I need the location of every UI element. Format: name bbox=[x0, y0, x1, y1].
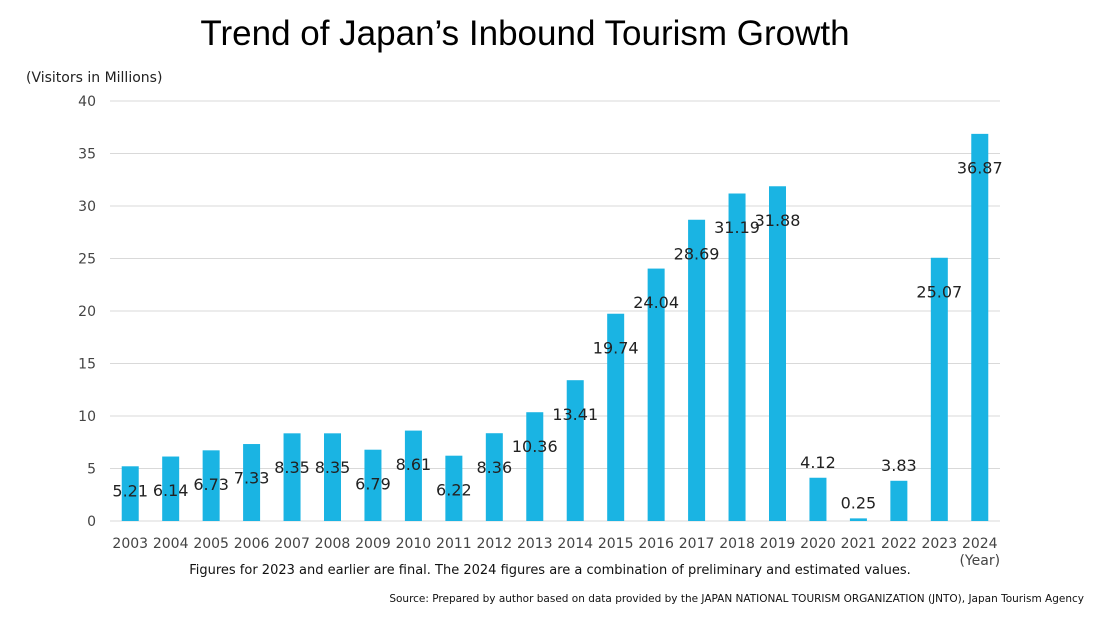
y-tick-label: 40 bbox=[78, 94, 96, 110]
chart-note: Figures for 2023 and earlier are final. … bbox=[189, 563, 911, 578]
bar bbox=[728, 193, 746, 521]
x-tick-label: 2018 bbox=[719, 536, 755, 552]
data-label: 19.74 bbox=[593, 338, 639, 357]
x-tick-label: 2023 bbox=[921, 536, 957, 552]
bar bbox=[324, 433, 341, 521]
data-label: 8.35 bbox=[315, 458, 351, 477]
data-label: 13.41 bbox=[552, 405, 598, 424]
bar bbox=[647, 268, 665, 521]
data-label: 36.87 bbox=[957, 158, 1003, 177]
x-tick-label: 2017 bbox=[679, 536, 715, 552]
data-label: 6.22 bbox=[436, 480, 472, 499]
data-label: 6.79 bbox=[355, 474, 391, 493]
bar bbox=[930, 257, 948, 521]
x-tick-label: 2015 bbox=[598, 536, 634, 552]
x-tick-label: 2004 bbox=[153, 536, 189, 552]
data-label: 28.69 bbox=[674, 244, 720, 263]
chart-source: Source: Prepared by author based on data… bbox=[389, 593, 1084, 605]
data-label: 31.88 bbox=[755, 211, 801, 230]
y-tick-label: 0 bbox=[87, 514, 96, 530]
bar bbox=[364, 449, 382, 521]
y-tick-label: 15 bbox=[78, 357, 96, 373]
bar bbox=[485, 433, 503, 521]
data-label: 3.83 bbox=[881, 456, 917, 475]
bar bbox=[849, 518, 867, 521]
bar bbox=[243, 444, 261, 521]
x-tick-label: 2022 bbox=[881, 536, 917, 552]
bar bbox=[202, 450, 220, 521]
data-label: 0.25 bbox=[841, 494, 877, 513]
bar bbox=[769, 186, 786, 521]
data-label: 8.61 bbox=[396, 455, 432, 474]
bar bbox=[607, 313, 625, 521]
bar bbox=[445, 455, 463, 521]
x-tick-label: 2021 bbox=[841, 536, 877, 552]
x-tick-label: 2012 bbox=[476, 536, 512, 552]
x-tick-label: 2006 bbox=[234, 536, 270, 552]
x-tick-label: 2010 bbox=[396, 536, 432, 552]
bar bbox=[526, 412, 544, 521]
data-label: 5.21 bbox=[112, 481, 148, 500]
x-tick-label: 2009 bbox=[355, 536, 391, 552]
bar bbox=[162, 456, 180, 521]
x-tick-label: 2008 bbox=[315, 536, 351, 552]
data-label: 4.12 bbox=[800, 453, 836, 472]
y-tick-label: 20 bbox=[78, 304, 96, 320]
x-tick-label: 2005 bbox=[193, 536, 229, 552]
data-label: 6.14 bbox=[153, 481, 189, 500]
y-tick-label: 25 bbox=[78, 252, 96, 268]
x-tick-label: 2024 bbox=[962, 536, 998, 552]
x-tick-label: 2016 bbox=[638, 536, 674, 552]
x-tick-label: 2014 bbox=[557, 536, 593, 552]
bar bbox=[121, 466, 139, 521]
data-label: 6.73 bbox=[193, 475, 229, 494]
bar bbox=[809, 477, 827, 521]
data-label: 8.35 bbox=[274, 458, 310, 477]
data-label: 31.19 bbox=[714, 218, 760, 237]
x-tick-label: 2003 bbox=[112, 536, 148, 552]
bar bbox=[566, 380, 584, 521]
bar bbox=[971, 133, 989, 522]
x-axis-label: (Year) bbox=[959, 553, 1000, 569]
bar bbox=[283, 433, 301, 521]
y-tick-label: 30 bbox=[78, 199, 96, 215]
y-axis-label: (Visitors in Millions) bbox=[26, 70, 163, 86]
x-tick-label: 2013 bbox=[517, 536, 553, 552]
x-tick-label: 2020 bbox=[800, 536, 836, 552]
x-tick-label: 2011 bbox=[436, 536, 472, 552]
x-tick-label: 2019 bbox=[760, 536, 796, 552]
y-tick-label: 35 bbox=[78, 147, 96, 163]
chart-title: Trend of Japan’s Inbound Tourism Growth bbox=[200, 14, 850, 53]
x-tick-label: 2007 bbox=[274, 536, 310, 552]
data-label: 8.36 bbox=[477, 458, 513, 477]
bar bbox=[688, 219, 706, 521]
y-tick-label: 10 bbox=[78, 409, 96, 425]
y-tick-label: 5 bbox=[87, 462, 96, 478]
data-label: 7.33 bbox=[234, 469, 270, 488]
data-label: 24.04 bbox=[633, 293, 679, 312]
bar bbox=[890, 480, 908, 521]
bar bbox=[404, 430, 422, 521]
data-label: 10.36 bbox=[512, 437, 558, 456]
data-label: 25.07 bbox=[916, 282, 962, 301]
